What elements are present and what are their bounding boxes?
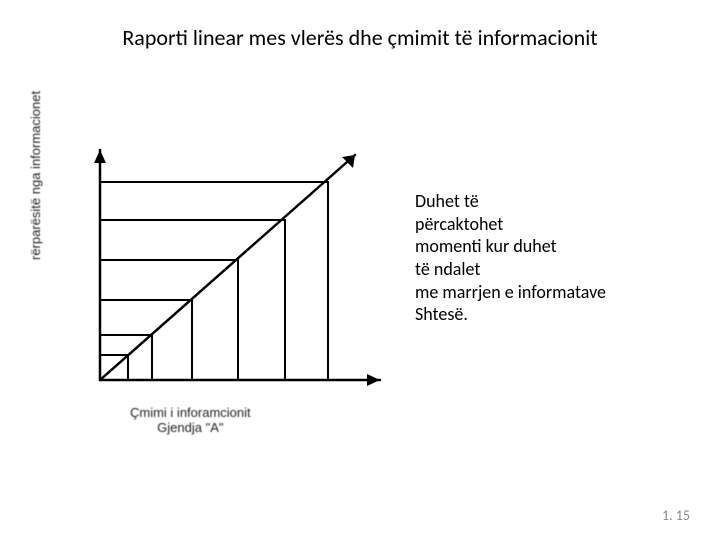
x-axis-label: Çmimi i inforamcionit Gjendja "A"	[130, 405, 251, 435]
x-axis-label-line1: Çmimi i inforamcionit	[130, 405, 251, 420]
y-axis-label: rërparësitë nga informacionet	[28, 91, 43, 260]
page-title: Raporti linear mes vlerës dhe çmimit të …	[0, 24, 720, 51]
side-line-1: Duhet të	[415, 190, 479, 212]
page-number: 1. 15	[662, 507, 690, 524]
side-line-3: momenti kur duhet	[415, 235, 557, 257]
side-line-6: Shtesë.	[415, 303, 468, 325]
x-axis-label-line2: Gjendja "A"	[157, 420, 223, 435]
side-line-2: përcaktohet	[415, 213, 503, 235]
side-line-4: të ndalet	[415, 258, 480, 280]
linear-chart	[60, 140, 400, 400]
side-note: Duhet të përcaktohet momenti kur duhet t…	[415, 190, 606, 326]
side-line-5: me marrjen e informatave	[415, 281, 606, 303]
